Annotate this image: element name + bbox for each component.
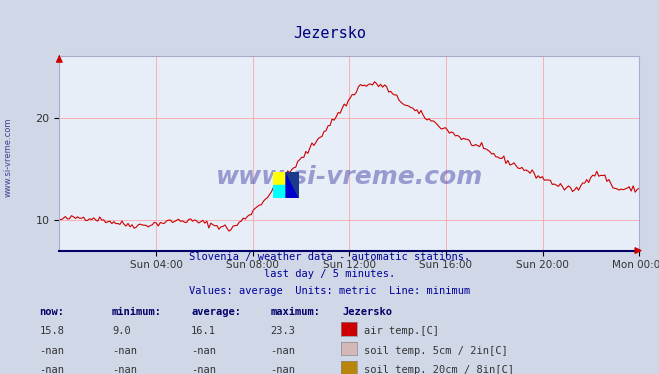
- Text: -nan: -nan: [270, 346, 295, 356]
- Text: -nan: -nan: [40, 365, 65, 374]
- Text: average:: average:: [191, 307, 241, 317]
- Text: -nan: -nan: [270, 365, 295, 374]
- Text: soil temp. 5cm / 2in[C]: soil temp. 5cm / 2in[C]: [364, 346, 507, 356]
- Text: -nan: -nan: [191, 365, 216, 374]
- Text: air temp.[C]: air temp.[C]: [364, 327, 439, 336]
- Text: 9.0: 9.0: [112, 327, 130, 336]
- Text: Slovenia / weather data - automatic stations.: Slovenia / weather data - automatic stat…: [189, 252, 470, 262]
- Text: -nan: -nan: [191, 346, 216, 356]
- Text: -nan: -nan: [40, 346, 65, 356]
- Text: Jezersko: Jezersko: [293, 26, 366, 41]
- Text: -nan: -nan: [112, 346, 137, 356]
- Text: minimum:: minimum:: [112, 307, 162, 317]
- Text: www.si-vreme.com: www.si-vreme.com: [215, 165, 483, 188]
- Polygon shape: [286, 172, 299, 198]
- Polygon shape: [273, 185, 286, 198]
- Text: maximum:: maximum:: [270, 307, 320, 317]
- Polygon shape: [286, 172, 299, 198]
- Text: soil temp. 20cm / 8in[C]: soil temp. 20cm / 8in[C]: [364, 365, 514, 374]
- Text: Values: average  Units: metric  Line: minimum: Values: average Units: metric Line: mini…: [189, 286, 470, 295]
- Polygon shape: [273, 172, 286, 185]
- Text: www.si-vreme.com: www.si-vreme.com: [3, 117, 13, 197]
- Text: 16.1: 16.1: [191, 327, 216, 336]
- Text: -nan: -nan: [112, 365, 137, 374]
- Text: Jezersko: Jezersko: [343, 307, 393, 317]
- Text: now:: now:: [40, 307, 65, 317]
- Text: last day / 5 minutes.: last day / 5 minutes.: [264, 269, 395, 279]
- Text: 15.8: 15.8: [40, 327, 65, 336]
- Text: 23.3: 23.3: [270, 327, 295, 336]
